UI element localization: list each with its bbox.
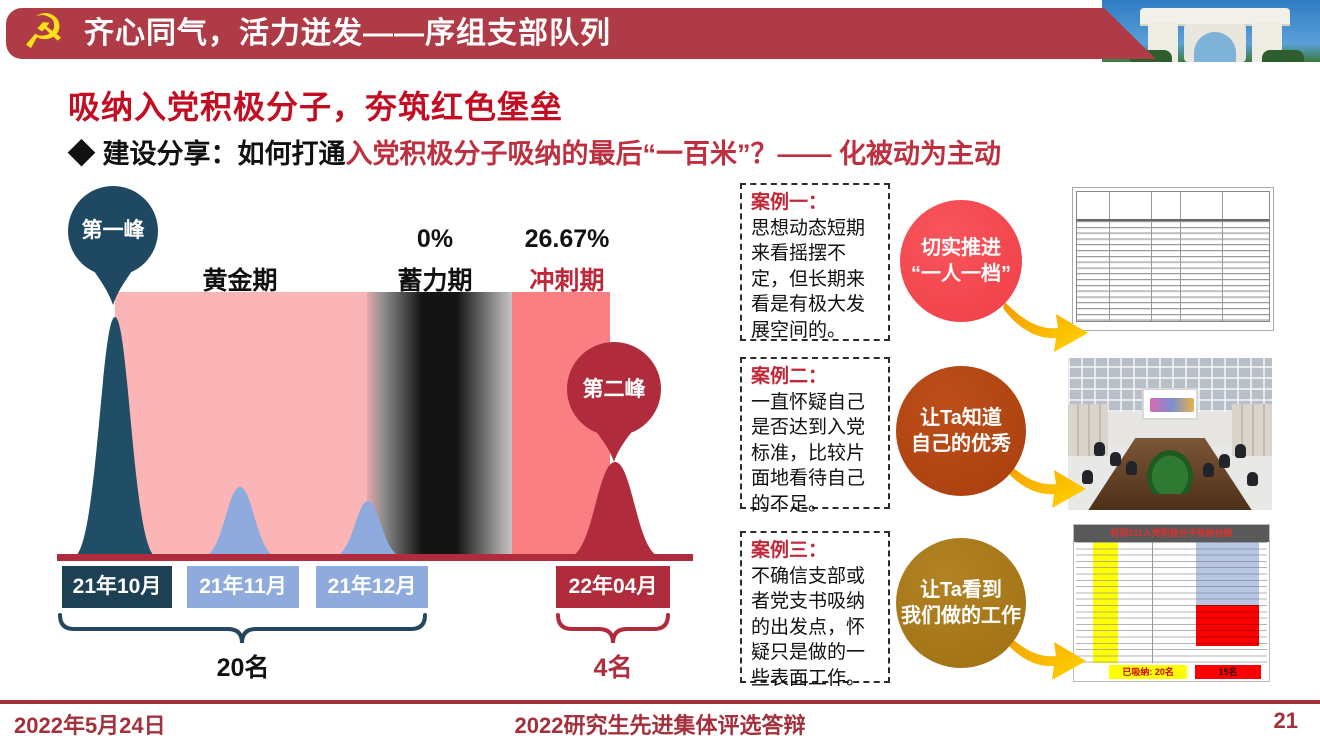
subtitle-red: 入党积极分子吸纳的最后“一百米”？—— 化被动为主动: [345, 139, 1002, 169]
ledger-title: 机研211入党积极分子吸纳台账: [1074, 525, 1269, 542]
ledger-middle-cells: [1127, 542, 1189, 663]
phase-store-label: 蓄力期: [397, 267, 473, 295]
first-peak-label: 第一峰: [81, 219, 145, 242]
ledger-remaining-count: 15名: [1194, 665, 1262, 679]
photo-ceiling: [1068, 358, 1272, 412]
brace-4: [556, 613, 670, 644]
ledger-yellow-cells: [1093, 542, 1119, 663]
footer-divider: [0, 700, 1320, 704]
footer-event-title: 2022研究生先进集体评选答辩: [514, 713, 806, 738]
case-1-label: 案例一：: [751, 192, 828, 213]
second-peak-marker: [567, 342, 661, 436]
brace-20: [58, 613, 427, 644]
intake-ledger-sheet: 机研211入党积极分子吸纳台账 已吸纳: 20名 15名: [1073, 524, 1270, 682]
chart-canvas: [57, 186, 693, 644]
photo-plant: [1147, 450, 1193, 494]
university-gate-photo: [1102, 0, 1320, 62]
subtitle-black: ◆ 建设分享：如何打通: [68, 139, 346, 169]
phase-sprint-label: 冲刺期: [529, 267, 605, 295]
case-1-action-line2: “一人一档”: [911, 263, 1011, 285]
peak-oct: [73, 317, 157, 557]
case-3-label: 案例三：: [751, 540, 828, 561]
case-1-action-line1: 切实推进: [921, 236, 1001, 259]
peak-apr: [568, 462, 662, 557]
储力-phase-dark-band: [367, 292, 512, 557]
peak-nov: [202, 487, 278, 557]
arrow-right-icon: [1003, 302, 1088, 352]
peak-dec: [332, 501, 404, 557]
candidate-roster-table: [1072, 187, 1274, 331]
subtitle: ◆ 建设分享：如何打通入党积极分子吸纳的最后“一百米”？—— 化被动为主动: [68, 132, 1001, 171]
first-peak-marker: [68, 186, 158, 276]
recruitment-timeline-chart: 第一峰 第二峰 黄金期 0% 蓄力期 26.67% 冲刺期 21年10月 21年…: [55, 175, 715, 695]
case-1-box: 案例一： 思想动态短期来看摇摆不定，但长期来看是有极大发展空间的。: [740, 183, 890, 341]
roster-header-row: [1076, 191, 1270, 221]
footer-date: 2022年5月24日: [14, 713, 166, 738]
case-3-action-circle: 让Ta看到 我们做的工作: [896, 538, 1026, 668]
ledger-grid: [1076, 542, 1267, 663]
case-3-action-line2: 我们做的工作: [901, 605, 1021, 627]
case-1-text: 思想动态短期来看摇摆不定，但长期来看是有极大发展空间的。: [751, 217, 866, 341]
case-2-label: 案例二：: [751, 366, 828, 387]
photo-projector-screen: [1142, 388, 1198, 420]
phase-golden-label: 黄金期: [202, 267, 278, 295]
ledger-blue-cells: [1196, 542, 1260, 605]
party-emblem-icon: ☭: [22, 6, 66, 59]
phase-sprint-rate: 26.67%: [524, 225, 610, 253]
chart-baseline: [57, 554, 693, 561]
roster-rows: [1076, 221, 1270, 322]
case-3-text: 不确信支部或者党支书吸纳的出发点，怀疑只是做的一些表面工作。: [751, 565, 866, 689]
count-20: 20名: [216, 654, 270, 682]
arrow-right-icon: [1001, 458, 1086, 508]
case-2-action-circle: 让Ta知道 自己的优秀: [896, 366, 1026, 496]
phase-store-rate: 0%: [416, 225, 454, 253]
ledger-admitted-count: 已吸纳: 20名: [1109, 665, 1188, 679]
month-box-oct: 21年10月: [62, 566, 172, 608]
arrow-right-icon: [1001, 630, 1086, 680]
case-2-action-line1: 让Ta知道: [920, 406, 1002, 429]
case-3-action-line1: 让Ta看到: [920, 578, 1002, 601]
case-3-box: 案例三： 不确信支部或者党支书吸纳的出发点，怀疑只是做的一些表面工作。: [740, 531, 890, 689]
header-title: 齐心同气，活力迸发——序组支部队列: [84, 17, 611, 50]
month-box-dec: 21年12月: [316, 566, 428, 608]
gate-illustration: [1130, 8, 1304, 62]
second-peak-label: 第二峰: [582, 378, 646, 401]
meeting-room-photo: [1068, 358, 1272, 510]
case-2-action-line2: 自己的优秀: [911, 433, 1011, 455]
ledger-red-cells: [1196, 604, 1260, 647]
page-number: 21: [1273, 708, 1298, 733]
case-2-box: 案例二： 一直怀疑自己是否达到入党标准，比较片面地看待自己的不足。: [740, 357, 890, 515]
month-box-nov: 21年11月: [187, 566, 299, 608]
case-2-text: 一直怀疑自己是否达到入党标准，比较片面地看待自己的不足。: [751, 391, 866, 515]
case-1-action-circle: 切实推进 “一人一档”: [900, 200, 1022, 322]
header-bar: ☭ 齐心同气，活力迸发——序组支部队列: [6, 8, 1156, 59]
count-4: 4名: [593, 654, 633, 682]
page-title: 吸纳入党积极分子，夯筑红色堡垒: [68, 89, 564, 125]
month-box-apr: 22年04月: [556, 566, 670, 608]
